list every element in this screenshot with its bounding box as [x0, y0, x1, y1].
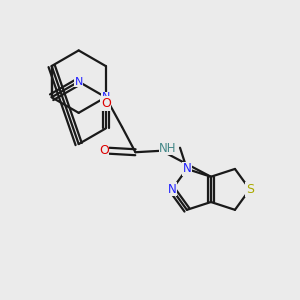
Text: N: N — [74, 76, 83, 87]
Text: NH: NH — [159, 142, 177, 155]
Text: O: O — [99, 144, 109, 157]
Text: N: N — [182, 162, 191, 176]
Text: N: N — [168, 183, 176, 196]
Text: N: N — [101, 92, 110, 102]
Text: S: S — [246, 183, 254, 196]
Text: O: O — [101, 97, 111, 110]
